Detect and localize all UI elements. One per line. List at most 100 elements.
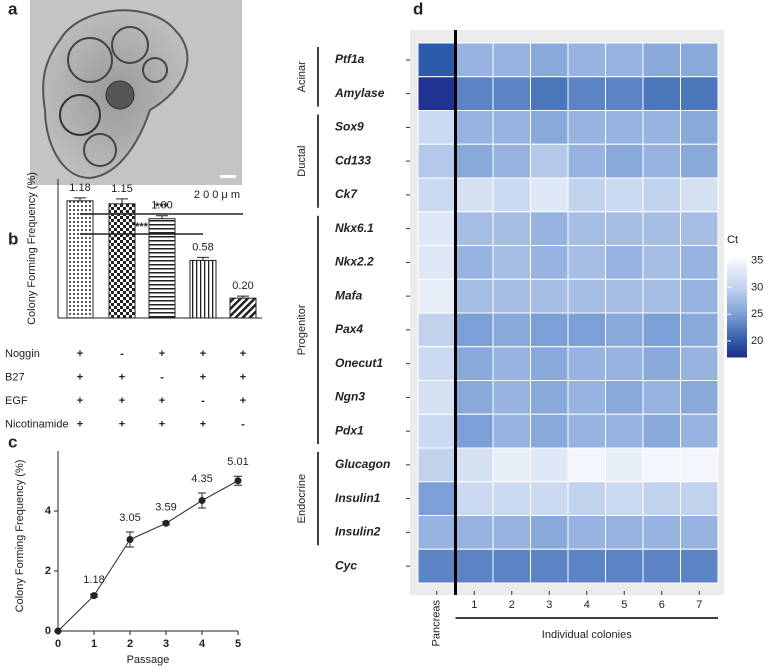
heatmap-cell	[605, 177, 644, 213]
group-label: Acinar	[296, 61, 308, 93]
heatmap-cell	[567, 447, 606, 483]
colorbar-segment	[727, 331, 747, 334]
heatmap-cell	[567, 481, 606, 516]
heatmap-cell	[492, 245, 531, 280]
colorbar-segment	[727, 283, 747, 287]
colorbar-segment	[727, 275, 747, 279]
colorbar-segment	[727, 329, 747, 332]
column-label: 7	[696, 599, 702, 611]
point	[162, 519, 170, 527]
heatmap-cell	[417, 515, 456, 550]
condition-sign: +	[119, 371, 125, 383]
colorbar-segment	[727, 305, 747, 308]
colorbar-segment	[727, 281, 747, 285]
heatmap-cell	[492, 177, 531, 213]
row-label: Nkx6.1	[335, 221, 374, 235]
heatmap-cell	[455, 42, 494, 78]
row-label: Ck7	[335, 187, 358, 201]
heatmap-cell	[605, 380, 644, 415]
x-tick-label: 4	[199, 638, 206, 650]
heatmap-cell	[567, 515, 606, 550]
column-label: 1	[471, 599, 477, 611]
colorbar-segment	[727, 343, 747, 346]
error-bar	[156, 215, 168, 219]
heatmap-cell	[530, 76, 569, 111]
condition-sign: +	[77, 418, 83, 430]
heatmap-cell	[455, 76, 494, 111]
heatmap-cell	[455, 177, 494, 213]
heatmap-cell	[455, 346, 494, 381]
heatmap-cell	[492, 413, 531, 449]
colorbar-segment	[727, 267, 747, 271]
heatmap-cell	[567, 143, 606, 179]
heatmap-cell	[492, 42, 531, 78]
column-label: 5	[621, 599, 627, 611]
condition-sign: +	[200, 348, 206, 360]
bar	[229, 297, 257, 319]
column-label: 2	[509, 599, 515, 611]
heatmap-cell	[642, 346, 681, 381]
colorbar-segment	[727, 333, 747, 336]
heatmap-cell	[567, 177, 606, 213]
colorbar-segment	[727, 353, 747, 356]
condition-sign: +	[119, 418, 125, 430]
colorbar-segment	[727, 295, 747, 299]
colorbar-segment	[727, 263, 747, 267]
error-bar	[237, 295, 249, 299]
heatmap-cell	[605, 143, 644, 179]
row-label: Ngn3	[335, 390, 365, 404]
heatmap-cell	[455, 245, 494, 280]
heatmap-cell	[680, 548, 719, 584]
bar	[108, 203, 136, 319]
colorbar-segment	[727, 313, 747, 316]
heatmap-cell	[642, 211, 681, 246]
heatmap-cell	[530, 346, 569, 381]
heatmap-cell	[492, 481, 531, 516]
colorbar-segment	[727, 335, 747, 338]
colorbar-segment	[727, 299, 747, 303]
heatmap-cell	[567, 42, 606, 78]
heatmap-cell	[680, 245, 719, 280]
group-label: Individual colonies	[542, 629, 632, 641]
row-label: Sox9	[335, 120, 364, 134]
heatmap-cell	[605, 515, 644, 550]
heatmap-cell	[605, 76, 644, 111]
condition-sign: -	[120, 348, 124, 360]
panel-letter: b	[8, 229, 18, 248]
value-label: 3.59	[155, 502, 176, 514]
heatmap-cell	[530, 548, 569, 584]
colorbar-segment	[727, 349, 747, 352]
x-tick-label: 3	[163, 638, 169, 650]
heatmap-cell	[567, 380, 606, 415]
y-tick-label: 2	[45, 565, 51, 577]
scale-bar-label: 2 0 0 μ m	[194, 189, 240, 201]
colorbar-tick-label: 30	[751, 281, 763, 293]
heatmap-cell	[492, 76, 531, 111]
heatmap-cell	[530, 143, 569, 179]
colorbar-segment	[727, 317, 747, 320]
value-label: 0.58	[192, 241, 213, 253]
colorbar-segment	[727, 303, 747, 307]
row-label: Mafa	[335, 288, 363, 302]
heatmap-cell	[680, 380, 719, 415]
x-tick-label: 1	[91, 638, 97, 650]
heatmap-cell	[642, 380, 681, 415]
significance-label: ***	[135, 221, 149, 233]
condition-name: Nicotinamide	[5, 418, 69, 430]
row-label: Cyc	[335, 558, 357, 572]
colorbar-segment	[727, 285, 747, 289]
heatmap-cell	[605, 211, 644, 246]
heatmap-cell	[642, 110, 681, 145]
colorbar-segment	[727, 265, 747, 269]
heatmap-cell	[680, 447, 719, 483]
colorbar-segment	[727, 325, 747, 328]
heatmap-cell	[417, 346, 456, 381]
condition-sign: +	[240, 348, 246, 360]
colorbar-segment	[727, 323, 747, 326]
heatmap-cell	[642, 42, 681, 78]
heatmap-cell	[492, 211, 531, 246]
bar	[189, 259, 217, 319]
row-label: Onecut1	[335, 356, 383, 370]
legend-title: Ct	[727, 234, 738, 246]
